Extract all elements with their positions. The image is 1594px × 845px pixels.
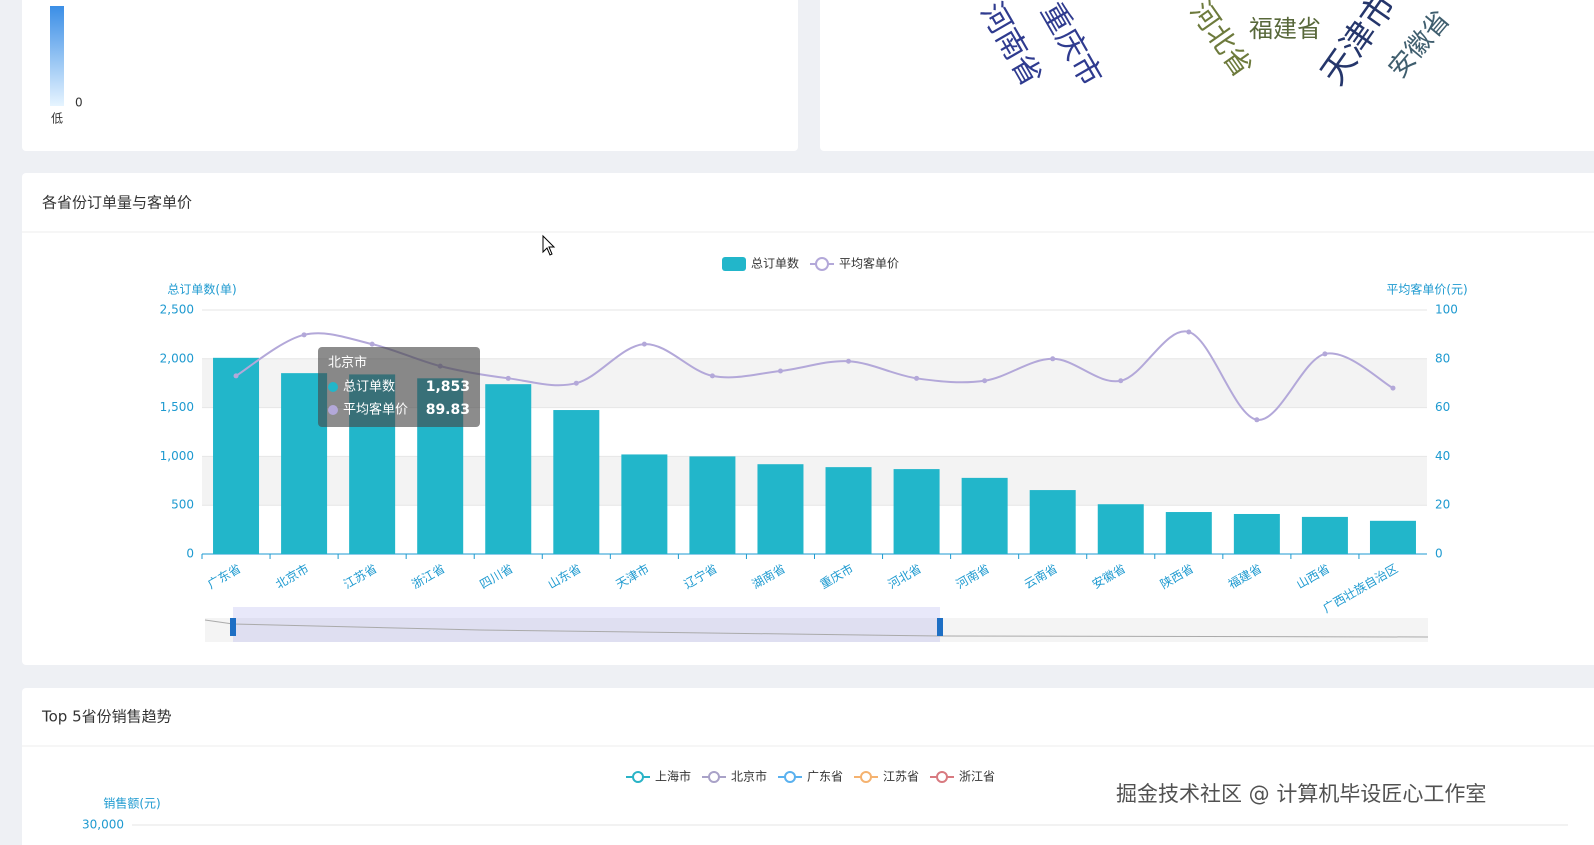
bar	[1369, 520, 1416, 554]
y-tick-label: 500	[171, 498, 194, 512]
point	[846, 358, 852, 364]
panel-title: Top 5省份销售趋势	[41, 708, 172, 726]
zoom-handle[interactable]	[937, 618, 943, 636]
wordcloud-panel	[820, 0, 1594, 151]
legend-swatch	[722, 257, 746, 271]
zoom-handle[interactable]	[230, 618, 236, 636]
tooltip-dot	[328, 382, 338, 392]
zoom-track	[205, 618, 1428, 642]
split-area	[202, 505, 1427, 554]
trend-panel	[22, 688, 1594, 845]
point	[1118, 378, 1124, 384]
visual-map-label: 低	[51, 112, 63, 126]
y-tick-label: 1,500	[160, 400, 194, 414]
y-tick-label: 2,000	[160, 351, 194, 365]
visual-map-bar	[50, 6, 64, 106]
legend-label: 江苏省	[883, 770, 919, 784]
bar	[689, 456, 736, 554]
point	[1322, 351, 1328, 357]
legend-swatch	[708, 771, 720, 783]
y-tick-label: 1,000	[160, 449, 194, 463]
panel-title: 各省份订单量与客单价	[42, 194, 192, 212]
y-tick-label: 0	[186, 547, 194, 561]
y2-tick-label: 20	[1435, 498, 1450, 512]
bar	[757, 464, 804, 554]
zoom-window	[233, 607, 940, 642]
bar	[1097, 504, 1144, 554]
y-axis-title: 销售额(元)	[103, 796, 160, 811]
tooltip-value: 1,853	[426, 379, 470, 395]
y2-tick-label: 80	[1435, 351, 1450, 365]
legend-swatch	[936, 771, 948, 783]
y2-tick-label: 60	[1435, 400, 1450, 414]
point	[301, 332, 307, 338]
y-axis-title: 总订单数(单)	[167, 282, 236, 297]
point	[777, 368, 783, 374]
point	[982, 378, 988, 384]
point	[233, 373, 239, 379]
legend-label: 总订单数	[751, 256, 799, 271]
tooltip-name: 总订单数	[343, 380, 395, 395]
bar	[213, 357, 260, 554]
bar	[553, 410, 600, 554]
legend-swatch	[860, 771, 872, 783]
tooltip	[318, 347, 480, 427]
bar	[825, 467, 872, 554]
bar	[1165, 512, 1212, 554]
map-panel	[22, 0, 798, 151]
tooltip-title: 北京市	[328, 355, 367, 371]
y-tick-label: 2,500	[160, 303, 194, 317]
bar	[1301, 516, 1348, 554]
tooltip-dot	[328, 405, 338, 415]
legend-swatch	[632, 771, 644, 783]
bar	[893, 469, 940, 554]
point	[1390, 385, 1396, 391]
y2-tick-label: 100	[1435, 303, 1458, 317]
y2-tick-label: 0	[1435, 547, 1443, 561]
tooltip-name: 平均客单价	[343, 402, 408, 418]
legend-label: 广东省	[807, 770, 843, 784]
point	[369, 341, 375, 347]
legend-label: 浙江省	[959, 770, 995, 784]
bar	[621, 454, 668, 554]
legend-label: 北京市	[731, 769, 767, 784]
split-area	[202, 456, 1427, 506]
cursor	[542, 234, 556, 256]
y-tick-label: 30,000	[82, 818, 124, 832]
point	[505, 375, 511, 381]
point	[914, 375, 920, 381]
visual-map-min: 0	[75, 96, 83, 110]
y2-axis-title: 平均客单价(元)	[1386, 282, 1467, 297]
watermark: 掘金技术社区 @ 计算机毕设匠心工作室	[1116, 782, 1486, 806]
bar	[961, 477, 1008, 554]
tooltip-value: 89.83	[426, 402, 470, 418]
zoom-shadow	[204, 619, 1429, 638]
point	[709, 373, 715, 379]
legend-swatch	[784, 771, 796, 783]
point	[1254, 417, 1260, 423]
point	[1186, 329, 1192, 335]
point	[641, 341, 647, 347]
point	[1050, 356, 1056, 362]
legend-label: 上海市	[655, 769, 691, 784]
legend-swatch	[815, 257, 829, 271]
word: 福建省	[1249, 15, 1321, 43]
legend-label: 平均客单价	[839, 256, 899, 271]
bar	[485, 384, 532, 554]
bar	[1029, 490, 1076, 554]
bar	[1233, 513, 1280, 554]
point	[573, 380, 579, 386]
y2-tick-label: 40	[1435, 449, 1450, 463]
